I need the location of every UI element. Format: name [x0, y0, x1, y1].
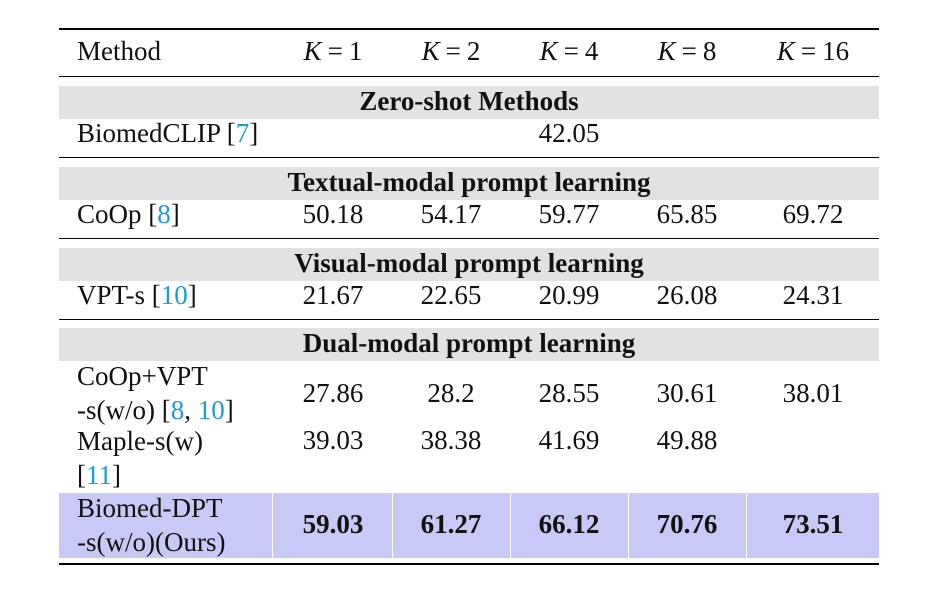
section-band-dual — [59, 328, 879, 361]
table-cell: 27.86 — [302, 378, 364, 408]
citation-link[interactable]: 7 — [235, 118, 250, 148]
row-value-biomedclip: 42.05 — [538, 118, 600, 148]
table-cell: 38.01 — [782, 378, 844, 408]
k-value: 2 — [466, 36, 481, 66]
k-symbol: K — [657, 36, 676, 66]
header-k-2: K = 2 — [391, 36, 511, 67]
method-name: VPT-s [ — [77, 280, 161, 310]
table-cell: 39.03 — [302, 425, 364, 455]
method-name: CoOp [ — [77, 199, 158, 229]
section-title-dual: Dual-modal prompt learning — [302, 328, 636, 358]
section-title-visual: Visual-modal prompt learning — [294, 248, 644, 278]
table-cell-best: 70.76 — [656, 509, 718, 539]
section-rule-1 — [59, 157, 879, 158]
table-cell: 28.55 — [538, 378, 600, 408]
row-name-coop-vpt: CoOp+VPT -s(w/o) [8, 10] — [77, 359, 234, 427]
citation-link[interactable]: 10 — [197, 395, 225, 425]
table-cell: 59.77 — [538, 199, 600, 229]
k-symbol: K — [303, 36, 322, 66]
row-name-biomedclip: BiomedCLIP [7] — [77, 118, 258, 149]
header-k-8: K = 8 — [627, 36, 747, 67]
k-symbol: K — [421, 36, 440, 66]
section-band-visual — [59, 248, 879, 281]
section-title-textual: Textual-modal prompt learning — [287, 167, 651, 197]
table-cell: 49.88 — [656, 425, 718, 455]
table-cell-best: 66.12 — [538, 509, 600, 539]
equals-symbol: = — [327, 36, 343, 66]
row-name-maple: Maple-s(w) [11] — [77, 424, 203, 492]
equals-symbol: = — [800, 36, 817, 66]
bottom-rule — [59, 563, 879, 565]
bracket: ] — [112, 460, 121, 490]
top-rule — [59, 28, 879, 30]
method-name-line: [11] — [77, 458, 203, 492]
table-cell-best: 73.51 — [782, 509, 844, 539]
k-value: 4 — [584, 36, 599, 66]
citation-link[interactable]: 8 — [170, 395, 185, 425]
k-symbol: K — [776, 36, 795, 66]
table-cell-best: 59.03 — [302, 509, 364, 539]
equals-symbol: = — [445, 36, 461, 66]
table-cell: 20.99 — [538, 280, 600, 310]
section-rule-2 — [59, 238, 879, 239]
method-name-line: -s(w/o) [8, 10] — [77, 393, 234, 427]
table-cell: 26.08 — [656, 280, 718, 310]
header-k-4: K = 4 — [509, 36, 629, 67]
method-name-line: CoOp+VPT — [77, 361, 208, 391]
header-rule — [59, 76, 879, 77]
equals-symbol: = — [563, 36, 579, 66]
equals-symbol: = — [681, 36, 697, 66]
table-cell: 54.17 — [420, 199, 482, 229]
section-rule-3 — [59, 319, 879, 320]
header-k-1: K = 1 — [273, 36, 393, 67]
comma: , — [184, 395, 198, 425]
table-cell: 28.2 — [427, 378, 475, 408]
table-cell: 30.61 — [656, 378, 718, 408]
method-name: BiomedCLIP [ — [77, 118, 236, 148]
bracket: ] — [187, 280, 197, 310]
citation-link[interactable]: 10 — [160, 280, 188, 310]
table-cell: 24.31 — [782, 280, 844, 310]
ours-column-separator — [392, 493, 393, 558]
bracket: ] — [224, 395, 234, 425]
ours-row-highlight — [59, 493, 879, 558]
method-name-line: Maple-s(w) — [77, 426, 203, 456]
table-cell: 22.65 — [420, 280, 482, 310]
k-value: 1 — [348, 36, 363, 66]
table-cell: 50.18 — [302, 199, 364, 229]
ours-column-separator — [746, 493, 747, 558]
row-name-vpt: VPT-s [10] — [77, 280, 197, 311]
table-cell: 69.72 — [782, 199, 844, 229]
k-symbol: K — [539, 36, 558, 66]
bracket: ] — [249, 118, 259, 148]
header-k-16: K = 16 — [753, 36, 873, 67]
bracket: [ — [77, 460, 86, 490]
bracket: ] — [170, 199, 180, 229]
ours-column-separator — [272, 493, 273, 558]
section-band-zero-shot — [59, 86, 879, 119]
row-name-ours: Biomed-DPT -s(w/o)(Ours) — [77, 491, 225, 559]
ours-column-separator — [510, 493, 511, 558]
header-method: Method — [77, 36, 161, 66]
citation-link[interactable]: 11 — [86, 460, 112, 490]
table-cell: 65.85 — [656, 199, 718, 229]
row-name-coop: CoOp [8] — [77, 199, 180, 230]
section-band-textual — [59, 167, 879, 200]
table-cell-best: 61.27 — [420, 509, 482, 539]
k-value: 16 — [822, 36, 850, 66]
citation-link[interactable]: 8 — [157, 199, 171, 229]
method-name-line: -s(w/o)(Ours) — [77, 527, 226, 557]
k-value: 8 — [702, 36, 717, 66]
ours-column-separator — [628, 493, 629, 558]
table-cell: 21.67 — [302, 280, 364, 310]
section-title-zero-shot: Zero-shot Methods — [359, 86, 579, 116]
method-suffix: -s(w/o) [ — [77, 395, 171, 425]
method-name-line: Biomed-DPT — [77, 493, 223, 523]
table-cell: 41.69 — [538, 425, 600, 455]
table-cell: 38.38 — [420, 425, 482, 455]
